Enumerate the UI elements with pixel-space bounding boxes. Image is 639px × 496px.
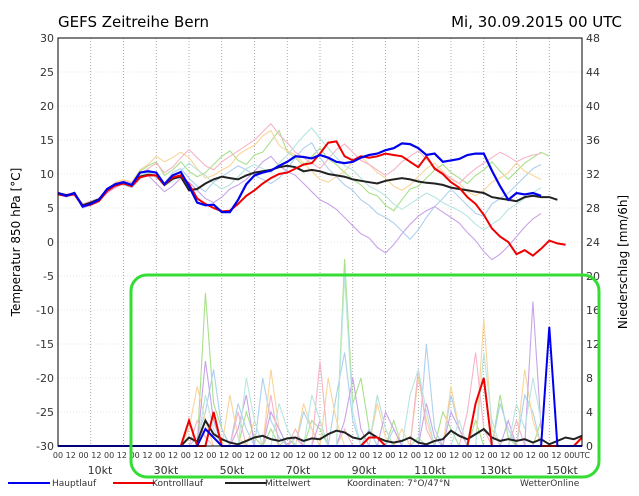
time-tick: 00 <box>283 451 293 460</box>
time-tick: 00 <box>206 451 216 460</box>
time-tick: 12 <box>398 451 408 460</box>
y-label-right: Niederschlag [mm/6h] <box>616 195 630 329</box>
time-tick: 12 <box>91 451 101 460</box>
time-tick: 12 <box>270 451 280 460</box>
temperature-member-line <box>57 141 542 241</box>
wind-tick: 70kt <box>286 464 311 477</box>
legend-kontrolllauf: Kontrolllauf <box>152 479 204 489</box>
time-tick: 00 <box>487 451 497 460</box>
y-tick-right: 20 <box>586 270 600 283</box>
left-axis-ticks: 30 25 20 15 10 5 0 -5 -10 -15 -20 -25 -30 <box>36 32 54 453</box>
y-tick-left: 5 <box>47 202 54 215</box>
legend-coordinates: Koordinaten: 7°O/47°N <box>347 479 450 489</box>
chart-title: GEFS Zeitreihe Bern <box>58 13 209 31</box>
y-tick-right: 0 <box>586 440 593 453</box>
time-tick: 12 <box>117 451 127 460</box>
time-tick: 12 <box>347 451 357 460</box>
legend-hauptlauf: Hauptlauf <box>52 479 97 489</box>
legend: Hauptlauf Kontrolllauf Mittelwert Koordi… <box>8 479 580 489</box>
highlight-box <box>129 273 601 479</box>
temperature-kontrolllauf-line <box>57 140 566 257</box>
time-axis-ticks: 00 12 00 12 00 12 00 12 00 12 00 12 00 12 00 12 00 12 00 12… <box>53 451 590 460</box>
time-tick: 12 <box>296 451 306 460</box>
time-tick: 00 <box>462 451 472 460</box>
time-tick: 00 <box>232 451 242 460</box>
wind-tick: 90kt <box>352 464 377 477</box>
y-tick-right: 44 <box>586 66 600 79</box>
plot-frame <box>57 37 583 447</box>
time-tick: 00 <box>360 451 370 460</box>
y-tick-right: 12 <box>586 338 600 351</box>
time-tick: 12 <box>372 451 382 460</box>
time-tick: 00 <box>257 451 267 460</box>
y-tick-left: 30 <box>40 32 54 45</box>
time-tick: 00 <box>385 451 395 460</box>
time-tick: 12 <box>424 451 434 460</box>
y-tick-left: -25 <box>36 406 54 419</box>
wind-tick: 10kt <box>88 464 113 477</box>
time-tick: 00 <box>539 451 549 460</box>
time-tick: 00 <box>411 451 421 460</box>
time-tick: 12 <box>168 451 178 460</box>
time-tick: 12 <box>449 451 459 460</box>
legend-mittelwert: Mittelwert <box>265 479 311 489</box>
time-tick: 00 <box>564 451 574 460</box>
y-tick-left: 10 <box>40 168 54 181</box>
y-tick-right: 36 <box>586 134 600 147</box>
grid <box>58 37 582 447</box>
time-tick: 12 <box>551 451 561 460</box>
legend-brand: WetterOnline <box>520 479 580 489</box>
y-tick-left: 0 <box>47 236 54 249</box>
time-tick: 00 <box>78 451 88 460</box>
time-tick: 00 <box>155 451 165 460</box>
y-tick-right: 4 <box>586 406 593 419</box>
time-tick: 12 <box>526 451 536 460</box>
time-tick: 00 <box>53 451 63 460</box>
y-tick-left: 15 <box>40 134 54 147</box>
time-tick: 00 <box>130 451 140 460</box>
time-tick: UTC <box>574 451 590 460</box>
wind-tick: 50kt <box>220 464 245 477</box>
y-tick-left: -20 <box>36 372 54 385</box>
run-date: Mi, 30.09.2015 00 UTC <box>451 13 622 31</box>
time-tick: 00 <box>334 451 344 460</box>
time-tick: 00 <box>309 451 319 460</box>
y-tick-right: 40 <box>586 100 600 113</box>
wind-tick: 150kt <box>546 464 578 477</box>
time-tick: 12 <box>193 451 203 460</box>
time-tick: 12 <box>219 451 229 460</box>
y-tick-left: -5 <box>43 270 54 283</box>
time-tick: 00 <box>436 451 446 460</box>
time-tick: 12 <box>142 451 152 460</box>
wind-tick: 30kt <box>154 464 179 477</box>
y-tick-right: 32 <box>586 168 600 181</box>
time-tick: 12 <box>475 451 485 460</box>
wind-tick: 130kt <box>480 464 512 477</box>
y-tick-left: -15 <box>36 338 54 351</box>
time-tick: 12 <box>245 451 255 460</box>
time-tick: 12 <box>66 451 76 460</box>
y-tick-right: 48 <box>586 32 600 45</box>
y-tick-left: 20 <box>40 100 54 113</box>
y-tick-left: -10 <box>36 304 54 317</box>
time-tick: 12 <box>500 451 510 460</box>
time-tick: 00 <box>513 451 523 460</box>
y-tick-right: 8 <box>586 372 593 385</box>
y-tick-right: 28 <box>586 202 600 215</box>
temperature-member-line <box>57 129 550 212</box>
time-tick: 00 <box>181 451 191 460</box>
time-tick: 00 <box>104 451 114 460</box>
y-tick-left: 25 <box>40 66 54 79</box>
time-tick: 12 <box>321 451 331 460</box>
y-tick-left: -30 <box>36 440 54 453</box>
y-tick-right: 16 <box>586 304 600 317</box>
temperature-member-line <box>57 129 542 206</box>
temperature-hauptlauf-line <box>57 142 542 214</box>
wind-ticks: 10kt 30kt 50kt 70kt 90kt 110kt 130kt 150kt <box>88 464 579 477</box>
y-tick-right: 24 <box>586 236 600 249</box>
wind-tick: 110kt <box>414 464 446 477</box>
y-label-left: Temperatur 850 hPa [°C] <box>9 168 23 318</box>
